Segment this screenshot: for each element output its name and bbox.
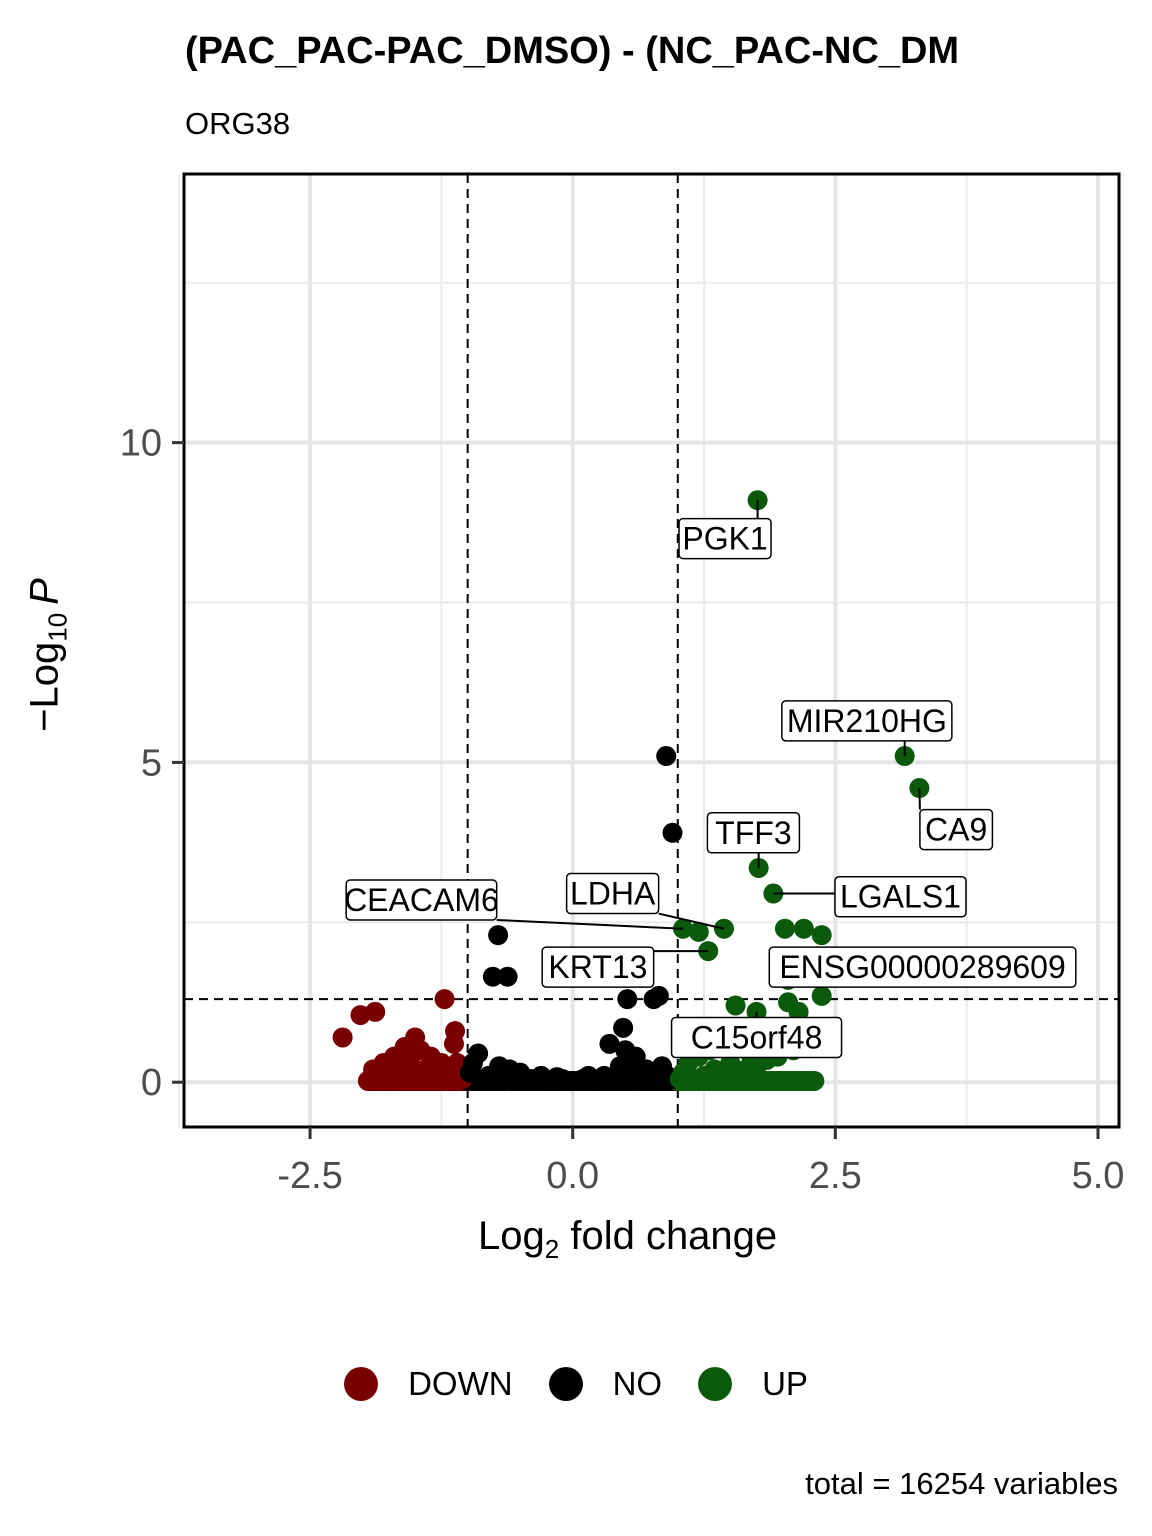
data-point-up — [811, 925, 832, 946]
data-point-no — [617, 989, 638, 1010]
label-box — [781, 700, 953, 742]
data-point-no — [613, 1017, 634, 1038]
gene-label-mir210hg: MIR210HG — [787, 703, 947, 739]
data-point-no — [641, 1065, 662, 1086]
legend-dot-down — [344, 1367, 379, 1401]
data-point-up — [811, 985, 832, 1006]
legend-label-up: UP — [762, 1365, 808, 1402]
data-point-no — [504, 1069, 525, 1090]
label-connector — [658, 912, 725, 930]
x-tick-label: 0.0 — [546, 1155, 599, 1197]
legend: DOWN NO UP — [0, 1365, 1152, 1403]
data-point-down — [394, 1065, 415, 1086]
gene-label-ca9: CA9 — [925, 812, 987, 848]
data-point-no — [562, 1070, 583, 1091]
data-point-no — [648, 985, 669, 1006]
data-point-no — [599, 1033, 620, 1054]
data-point-no — [520, 1069, 541, 1090]
label-box — [768, 946, 1077, 988]
x-tick-label: 2.5 — [809, 1155, 862, 1197]
legend-dot-no — [548, 1367, 583, 1401]
y-tick-label: 10 — [120, 423, 162, 465]
label-box — [670, 1016, 843, 1059]
label-connector — [496, 918, 684, 930]
panel-border — [182, 172, 1121, 1129]
data-point-up — [774, 918, 795, 939]
y-axis-label: −Log10 P — [22, 578, 73, 732]
label-box — [565, 872, 660, 915]
data-point-up — [804, 1070, 825, 1091]
gene-label-tff3: TFF3 — [715, 815, 791, 851]
data-point-up — [793, 918, 814, 939]
gene-labels: PGK1 MIR210HG CA9 TFF3 LGALS1 LDHA CEACAM6 KRT1… — [344, 500, 1077, 1059]
data-point-down — [420, 1069, 441, 1090]
data-point-up — [746, 1056, 767, 1077]
x-tick-label: 5.0 — [1072, 1155, 1125, 1197]
x-tick-label: -2.5 — [277, 1155, 342, 1197]
y-tick-label: 5 — [141, 742, 162, 784]
data-points — [332, 490, 930, 1091]
data-point-up — [704, 1059, 725, 1080]
x-axis-label: Log2 fold change — [478, 1214, 778, 1264]
caption: total = 16254 variables — [805, 1466, 1118, 1501]
chart-title: (PAC_PAC-PAC_DMSO) - (NC_PAC-NC_DM — [185, 30, 960, 72]
gene-label-c15orf48: C15orf48 — [691, 1019, 823, 1055]
chart-subtitle: ORG38 — [185, 106, 291, 141]
y-tick-label: 0 — [141, 1062, 162, 1104]
data-point-down — [332, 1027, 353, 1048]
data-point-no — [489, 1056, 510, 1077]
label-box — [678, 517, 772, 560]
legend-item-no: NO — [548, 1365, 663, 1403]
label-box — [919, 808, 994, 851]
data-point-down — [350, 1005, 371, 1026]
data-point-no — [459, 1062, 480, 1083]
gene-label-lgals1: LGALS1 — [840, 879, 961, 915]
gene-label-ceacam6: CEACAM6 — [344, 882, 499, 918]
axes: -2.5 0.0 2.5 5.0 0 5 10 — [120, 172, 1125, 1197]
label-box — [706, 812, 801, 854]
label-box — [541, 946, 655, 988]
data-point-no — [482, 966, 503, 987]
data-point-no — [662, 822, 683, 843]
data-point-down — [378, 1062, 399, 1083]
data-point-up — [669, 1069, 690, 1090]
gene-label-ldha: LDHA — [570, 876, 656, 912]
data-point-no — [497, 966, 518, 987]
data-point-up — [725, 1069, 746, 1090]
gene-label-krt13: KRT13 — [548, 949, 647, 985]
data-point-up — [688, 921, 709, 942]
label-box — [834, 875, 967, 918]
data-point-no — [488, 925, 509, 946]
data-point-down — [443, 1033, 464, 1054]
data-point-down — [363, 1059, 384, 1080]
data-point-down — [434, 989, 455, 1010]
label-connector — [918, 787, 921, 810]
legend-label-no: NO — [612, 1365, 663, 1402]
data-point-no — [604, 1069, 625, 1090]
gene-label-pgk1: PGK1 — [682, 521, 767, 557]
legend-dot-up — [698, 1367, 733, 1401]
gene-label-ensg00000289609: ENSG00000289609 — [779, 949, 1065, 985]
data-point-no — [578, 1065, 599, 1086]
data-point-no — [656, 746, 677, 767]
data-point-no — [546, 1067, 567, 1088]
legend-item-up: UP — [698, 1365, 808, 1403]
legend-label-down: DOWN — [408, 1365, 513, 1402]
legend-item-down: DOWN — [344, 1365, 513, 1403]
data-point-up — [725, 995, 746, 1016]
label-box — [345, 879, 498, 921]
